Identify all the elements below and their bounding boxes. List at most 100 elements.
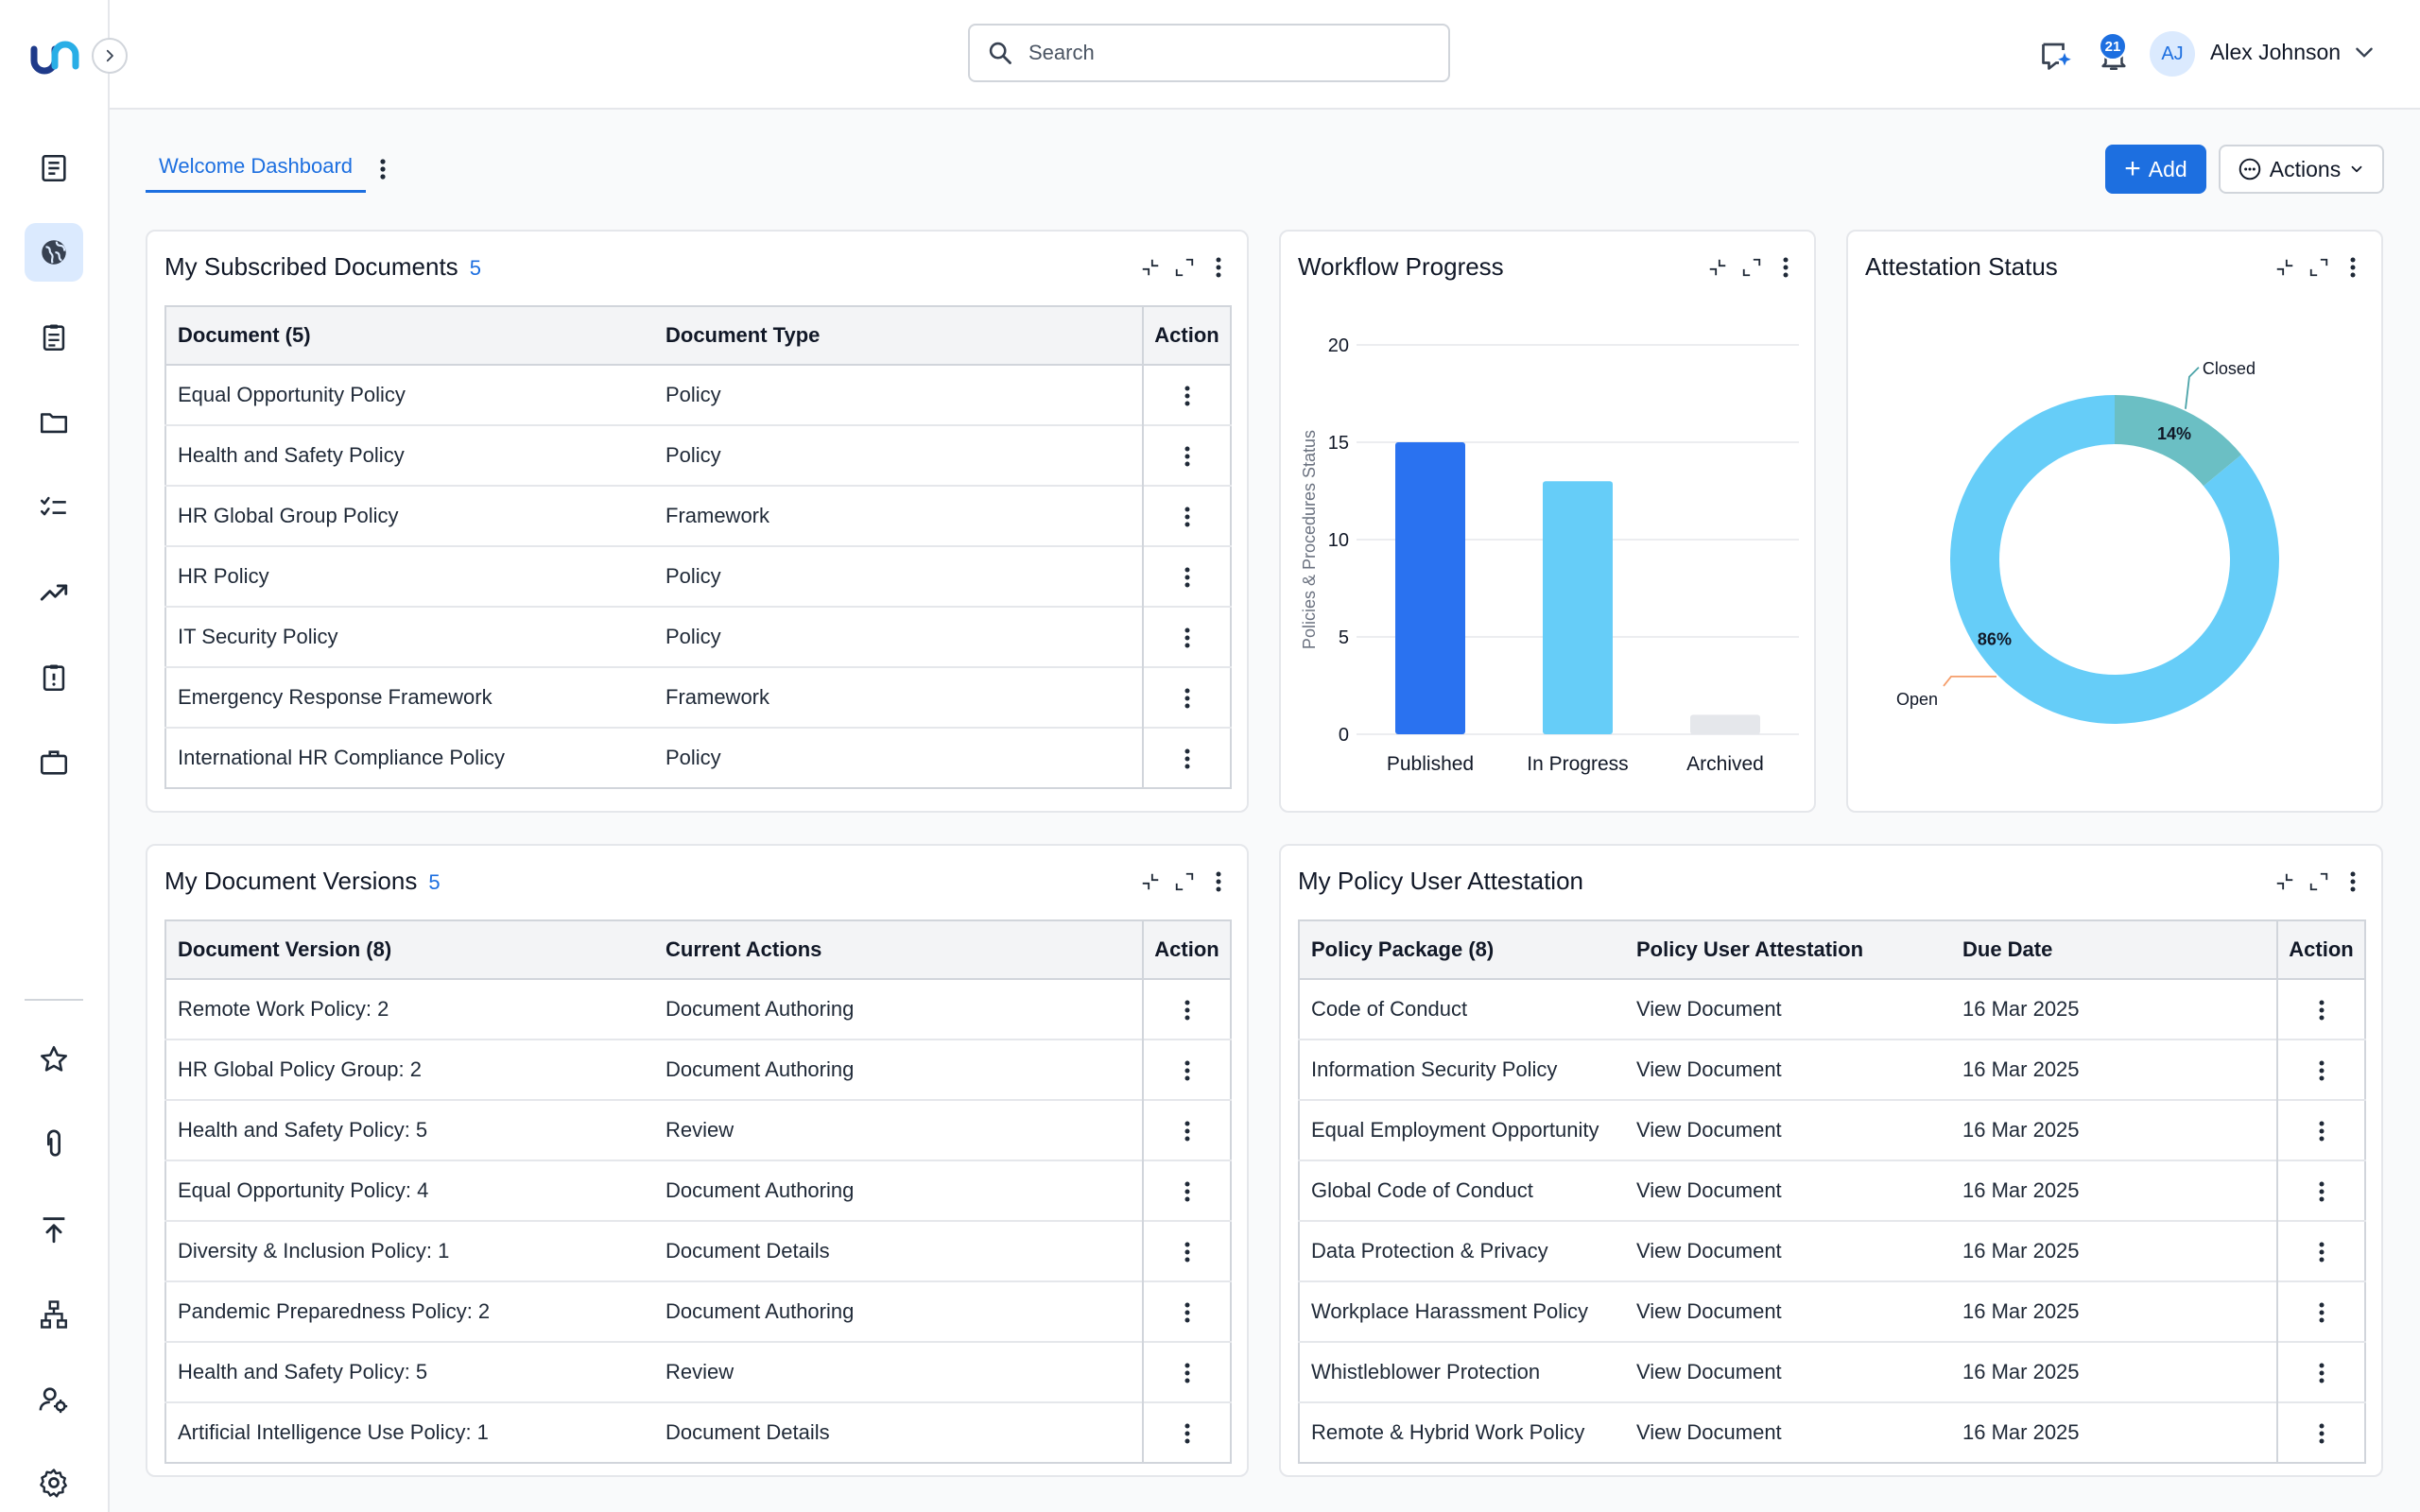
row-menu-icon[interactable]	[2276, 1401, 2365, 1463]
document-version-link[interactable]: Health and Safety Policy: 5	[165, 1099, 654, 1160]
view-document-link[interactable]: View Document	[1625, 1220, 1951, 1281]
document-version-link[interactable]: Health and Safety Policy: 5	[165, 1341, 654, 1402]
table-row[interactable]: Health and Safety Policy: 5 Review	[165, 1099, 1231, 1160]
table-row[interactable]: Pandemic Preparedness Policy: 2 Document …	[165, 1280, 1231, 1342]
document-link[interactable]: International HR Compliance Policy	[165, 727, 654, 788]
table-row[interactable]: Equal Opportunity Policy Policy	[165, 364, 1231, 425]
document-link[interactable]: Health and Safety Policy	[165, 424, 654, 486]
ai-chat-icon[interactable]	[2038, 38, 2074, 74]
collapse-icon[interactable]	[1706, 254, 1729, 281]
table-row[interactable]: HR Global Group Policy Framework	[165, 485, 1231, 546]
sidebar-item-folder[interactable]	[25, 393, 83, 452]
collapse-icon[interactable]	[1139, 868, 1162, 895]
row-menu-icon[interactable]	[1142, 727, 1231, 788]
chevron-down-icon[interactable]	[2352, 40, 2377, 64]
row-menu-icon[interactable]	[2276, 1160, 2365, 1221]
document-version-link[interactable]: Diversity & Inclusion Policy: 1	[165, 1220, 654, 1281]
table-row[interactable]: HR Policy Policy	[165, 545, 1231, 607]
policy-package-link[interactable]: Code of Conduct	[1299, 978, 1625, 1040]
row-menu-icon[interactable]	[1142, 666, 1231, 728]
table-row[interactable]: Whistleblower Protection View Document 16 …	[1299, 1341, 2365, 1402]
expand-icon[interactable]	[1173, 868, 1196, 895]
sidebar-item-settings[interactable]	[25, 1453, 83, 1512]
expand-icon[interactable]	[1740, 254, 1763, 281]
table-row[interactable]: International HR Compliance Policy Policy	[165, 727, 1231, 788]
row-menu-icon[interactable]	[2276, 1099, 2365, 1160]
tab-more-icon[interactable]	[371, 153, 395, 185]
table-row[interactable]: Information Security Policy View Document…	[1299, 1039, 2365, 1100]
view-document-link[interactable]: View Document	[1625, 1099, 1951, 1160]
sidebar-toggle-button[interactable]	[92, 38, 128, 74]
sidebar-item-issues[interactable]	[25, 648, 83, 707]
sidebar-item-analytics[interactable]	[25, 563, 83, 622]
policy-package-link[interactable]: Equal Employment Opportunity	[1299, 1099, 1625, 1160]
sidebar-item-attachments[interactable]	[25, 1115, 83, 1174]
collapse-icon[interactable]	[2273, 254, 2296, 281]
card-menu-icon[interactable]	[2342, 254, 2364, 281]
sidebar-item-clipboard[interactable]	[25, 308, 83, 367]
document-version-link[interactable]: Equal Opportunity Policy: 4	[165, 1160, 654, 1221]
document-version-link[interactable]: Artificial Intelligence Use Policy: 1	[165, 1401, 654, 1463]
row-menu-icon[interactable]	[2276, 1039, 2365, 1100]
view-document-link[interactable]: View Document	[1625, 1341, 1951, 1402]
table-row[interactable]: Remote Work Policy: 2 Document Authoring	[165, 978, 1231, 1040]
document-version-link[interactable]: Remote Work Policy: 2	[165, 978, 654, 1040]
user-name[interactable]: Alex Johnson	[2210, 40, 2342, 64]
add-button[interactable]: + Add	[2105, 145, 2206, 194]
document-version-link[interactable]: HR Global Policy Group: 2	[165, 1039, 654, 1100]
row-menu-icon[interactable]	[2276, 1280, 2365, 1342]
sidebar-item-portfolio[interactable]	[25, 733, 83, 792]
row-menu-icon[interactable]	[1142, 1099, 1231, 1160]
table-row[interactable]: Health and Safety Policy: 5 Review	[165, 1341, 1231, 1402]
row-menu-icon[interactable]	[1142, 364, 1231, 425]
policy-package-link[interactable]: Data Protection & Privacy	[1299, 1220, 1625, 1281]
table-row[interactable]: Remote & Hybrid Work Policy View Document…	[1299, 1401, 2365, 1463]
sidebar-item-user-settings[interactable]	[25, 1370, 83, 1429]
row-menu-icon[interactable]	[1142, 424, 1231, 486]
table-row[interactable]: Diversity & Inclusion Policy: 1 Document …	[165, 1220, 1231, 1281]
collapse-icon[interactable]	[2273, 868, 2296, 895]
policy-package-link[interactable]: Workplace Harassment Policy	[1299, 1280, 1625, 1342]
card-menu-icon[interactable]	[2342, 868, 2364, 895]
view-document-link[interactable]: View Document	[1625, 1401, 1951, 1463]
table-row[interactable]: HR Global Policy Group: 2 Document Author…	[165, 1039, 1231, 1100]
view-document-link[interactable]: View Document	[1625, 1280, 1951, 1342]
expand-icon[interactable]	[2308, 254, 2330, 281]
policy-package-link[interactable]: Global Code of Conduct	[1299, 1160, 1625, 1221]
sidebar-item-publish[interactable]	[25, 1200, 83, 1259]
search-input[interactable]	[1027, 40, 1409, 66]
document-link[interactable]: Emergency Response Framework	[165, 666, 654, 728]
card-menu-icon[interactable]	[1207, 868, 1230, 895]
search-box[interactable]	[968, 24, 1450, 82]
table-row[interactable]: Data Protection & Privacy View Document 16…	[1299, 1220, 2365, 1281]
row-menu-icon[interactable]	[1142, 485, 1231, 546]
row-menu-icon[interactable]	[1142, 978, 1231, 1040]
sidebar-item-favorites[interactable]	[25, 1030, 83, 1089]
document-version-link[interactable]: Pandemic Preparedness Policy: 2	[165, 1280, 654, 1342]
row-menu-icon[interactable]	[1142, 1220, 1231, 1281]
sidebar-item-tasks[interactable]	[25, 478, 83, 537]
table-row[interactable]: Global Code of Conduct View Document 16 Ma…	[1299, 1160, 2365, 1221]
policy-package-link[interactable]: Whistleblower Protection	[1299, 1341, 1625, 1402]
view-document-link[interactable]: View Document	[1625, 1039, 1951, 1100]
table-row[interactable]: Artificial Intelligence Use Policy: 1 Doc…	[165, 1401, 1231, 1463]
row-menu-icon[interactable]	[2276, 978, 2365, 1040]
expand-icon[interactable]	[2308, 868, 2330, 895]
document-link[interactable]: Equal Opportunity Policy	[165, 364, 654, 425]
table-row[interactable]: IT Security Policy Policy	[165, 606, 1231, 667]
policy-package-link[interactable]: Information Security Policy	[1299, 1039, 1625, 1100]
table-row[interactable]: Equal Opportunity Policy: 4 Document Auth…	[165, 1160, 1231, 1221]
view-document-link[interactable]: View Document	[1625, 978, 1951, 1040]
document-link[interactable]: HR Policy	[165, 545, 654, 607]
expand-icon[interactable]	[1173, 254, 1196, 281]
row-menu-icon[interactable]	[2276, 1220, 2365, 1281]
sidebar-item-globe[interactable]	[25, 223, 83, 282]
sidebar-item-documents[interactable]	[25, 139, 83, 198]
table-row[interactable]: Workplace Harassment Policy View Document…	[1299, 1280, 2365, 1342]
row-menu-icon[interactable]	[1142, 1341, 1231, 1402]
card-menu-icon[interactable]	[1207, 254, 1230, 281]
table-row[interactable]: Emergency Response Framework Framework	[165, 666, 1231, 728]
row-menu-icon[interactable]	[2276, 1341, 2365, 1402]
document-link[interactable]: HR Global Group Policy	[165, 485, 654, 546]
collapse-icon[interactable]	[1139, 254, 1162, 281]
